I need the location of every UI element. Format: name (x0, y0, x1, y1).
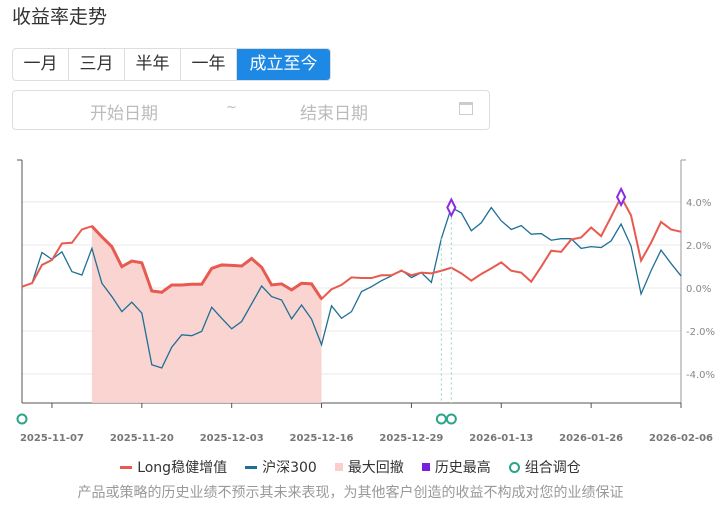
legend-strategy[interactable]: Long稳健增值 (120, 457, 227, 477)
legend-drawdown[interactable]: 最大回撤 (334, 457, 404, 477)
rebalance-marker (445, 413, 457, 425)
tab-one-year[interactable]: 一年 (181, 49, 237, 80)
legend-square-icon (334, 463, 343, 471)
legend-square-icon (421, 463, 430, 471)
range-separator: ~ (226, 100, 237, 115)
y-tick-label: 0.0% (686, 284, 711, 295)
x-tick-label: 2025-12-16 (290, 433, 354, 444)
y-tick-label: 4.0% (686, 198, 711, 209)
legend-circle-icon (508, 461, 520, 473)
legend-line-icon (245, 465, 258, 469)
start-date-input[interactable]: 开始日期 (90, 104, 158, 124)
max-drawdown-area (91, 226, 322, 403)
legend-label: 历史最高 (434, 460, 491, 476)
legend-label: 沪深300 (262, 460, 317, 476)
y-tick-label: -4.0% (686, 370, 715, 381)
x-tick-label: 2025-11-20 (110, 433, 174, 444)
legend-high[interactable]: 历史最高 (421, 457, 491, 477)
end-date-input[interactable]: 结束日期 (300, 104, 368, 124)
legend-label: Long稳健增值 (137, 460, 228, 476)
tab-three-months[interactable]: 三月 (69, 49, 125, 80)
rebalance-marker (16, 413, 28, 425)
historical-high-marker (615, 186, 627, 208)
calendar-icon[interactable] (459, 102, 473, 115)
y-tick-label: 2.0% (686, 241, 711, 252)
disclaimer: 产品或策略的历史业绩不预示其未来表现，为其他客户创造的收益不构成对您的业绩保证 (77, 485, 624, 501)
x-tick-label: 2026-02-06 (649, 433, 713, 444)
x-tick-label: 2026-01-13 (469, 433, 533, 444)
historical-high-marker (446, 197, 457, 218)
legend-rebalance[interactable]: 组合调仓 (508, 457, 581, 477)
drawdown-line (90, 225, 323, 300)
rebalance-marker (435, 413, 447, 425)
tab-since-inception[interactable]: 成立至今 (237, 49, 330, 80)
x-tick-label: 2025-12-29 (379, 433, 443, 444)
tab-half-year[interactable]: 半年 (125, 49, 181, 80)
x-tick-label: 2025-12-03 (200, 433, 264, 444)
legend-label: 最大回撤 (347, 460, 404, 476)
legend-label: 组合调仓 (524, 460, 581, 476)
page-title: 收益率走势 (12, 6, 108, 28)
y-tick-label: -2.0% (686, 327, 715, 338)
x-tick-label: 2026-01-26 (559, 433, 623, 444)
legend-line-icon (120, 465, 133, 469)
tab-one-month[interactable]: 一月 (13, 49, 69, 80)
chart-legend: Long稳健增值 沪深300 最大回撤 历史最高 组合调仓 (0, 457, 711, 477)
legend-benchmark[interactable]: 沪深300 (245, 457, 317, 477)
date-range-picker[interactable]: 开始日期 ~ 结束日期 (12, 90, 490, 130)
period-tabs: 一月 三月 半年 一年 成立至今 (12, 48, 331, 81)
x-tick-label: 2025-11-07 (20, 433, 84, 444)
